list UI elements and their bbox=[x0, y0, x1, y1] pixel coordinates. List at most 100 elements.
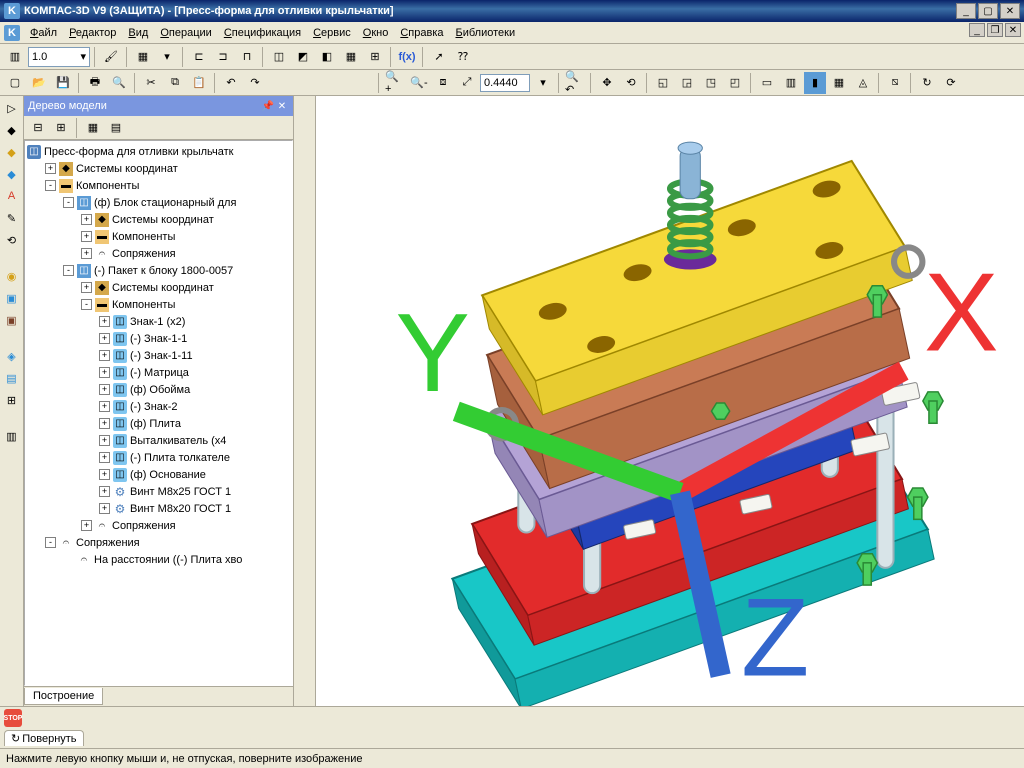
constraint1-icon[interactable]: ⊏ bbox=[188, 46, 210, 68]
cp-btn-14[interactable]: ▥ bbox=[2, 426, 22, 446]
tree-toggle[interactable]: - bbox=[45, 537, 56, 548]
cp-btn-6[interactable]: ✎ bbox=[2, 208, 22, 228]
zoom-dropdown-icon[interactable]: ▾ bbox=[532, 72, 554, 94]
tree-node[interactable]: +⚙Винт M8x25 ГОСТ 1 bbox=[27, 483, 290, 500]
tree-node[interactable]: +▬Компоненты bbox=[27, 228, 290, 245]
cp-btn-1[interactable]: ▷ bbox=[2, 98, 22, 118]
tree-node[interactable]: +◫(ф) Основание bbox=[27, 466, 290, 483]
cp-btn-13[interactable]: ⊞ bbox=[2, 390, 22, 410]
tree-toggle[interactable]: + bbox=[99, 435, 110, 446]
scale-combo[interactable]: 1.0▾ bbox=[28, 47, 90, 67]
tree-node[interactable]: -▬Компоненты bbox=[27, 177, 290, 194]
sketch2-icon[interactable]: ◩ bbox=[292, 46, 314, 68]
cp-btn-5[interactable]: A bbox=[2, 186, 22, 206]
tree-node[interactable]: +◫Знак-1 (x2) bbox=[27, 313, 290, 330]
shade-solid-icon[interactable]: ▮ bbox=[804, 72, 826, 94]
close-button[interactable]: ✕ bbox=[1000, 3, 1020, 19]
constraint3-icon[interactable]: ⊓ bbox=[236, 46, 258, 68]
view-iso4-icon[interactable]: ◰ bbox=[724, 72, 746, 94]
tree-node[interactable]: +◫(ф) Обойма bbox=[27, 381, 290, 398]
tree-toggle[interactable]: - bbox=[81, 299, 92, 310]
tree-node[interactable]: +𝄐Сопряжения bbox=[27, 517, 290, 534]
cp-btn-4[interactable]: ◆ bbox=[2, 164, 22, 184]
tree-close-icon[interactable]: ✕ bbox=[275, 99, 289, 113]
tree-toggle[interactable]: - bbox=[45, 180, 56, 191]
3d-viewport[interactable]: X Y Z bbox=[316, 96, 1024, 706]
paste-icon[interactable]: 📋 bbox=[188, 72, 210, 94]
menu-Спецификация[interactable]: Спецификация bbox=[218, 25, 307, 41]
menu-Библиотеки[interactable]: Библиотеки bbox=[450, 25, 522, 41]
copy-icon[interactable]: ⧉ bbox=[164, 72, 186, 94]
shade-wireframe-icon[interactable]: ▭ bbox=[756, 72, 778, 94]
new-icon[interactable]: ▢ bbox=[4, 72, 26, 94]
tree-toggle[interactable]: + bbox=[99, 333, 110, 344]
constraint2-icon[interactable]: ⊐ bbox=[212, 46, 234, 68]
tree-node[interactable]: -◫(-) Пакет к блоку 1800-0057 bbox=[27, 262, 290, 279]
view-iso2-icon[interactable]: ◲ bbox=[676, 72, 698, 94]
tree-node[interactable]: +◫(-) Знак-1-11 bbox=[27, 347, 290, 364]
tree-toggle[interactable]: + bbox=[99, 384, 110, 395]
select-arrow-icon[interactable]: ➚ bbox=[428, 46, 450, 68]
help-cursor-icon[interactable]: ⁇ bbox=[452, 46, 474, 68]
minimize-button[interactable]: _ bbox=[956, 3, 976, 19]
tree-tb-4[interactable]: ▤ bbox=[106, 118, 126, 138]
tree-tb-2[interactable]: ⊞ bbox=[51, 118, 71, 138]
tree-node[interactable]: +◆Системы координат bbox=[27, 211, 290, 228]
fx-icon[interactable]: f(x) bbox=[396, 46, 418, 68]
tree-toggle[interactable]: + bbox=[81, 282, 92, 293]
tree-node[interactable]: +◫(-) Знак-2 bbox=[27, 398, 290, 415]
tree-node[interactable]: +◆Системы координат bbox=[27, 279, 290, 296]
menu-Окно[interactable]: Окно bbox=[357, 25, 395, 41]
tree-tb-1[interactable]: ⊟ bbox=[28, 118, 48, 138]
preview-icon[interactable]: 🔍 bbox=[108, 72, 130, 94]
zoom-window-icon[interactable]: ⧈ bbox=[432, 72, 454, 94]
save-icon[interactable]: 💾 bbox=[52, 72, 74, 94]
view-iso3-icon[interactable]: ◳ bbox=[700, 72, 722, 94]
sketch3-icon[interactable]: ◧ bbox=[316, 46, 338, 68]
redraw-icon[interactable]: ↻ bbox=[916, 72, 938, 94]
view-iso1-icon[interactable]: ◱ bbox=[652, 72, 674, 94]
cp-btn-10[interactable]: ▣ bbox=[2, 310, 22, 330]
tree-pin-icon[interactable]: 📌 bbox=[261, 99, 275, 113]
tree-node[interactable]: +◆Системы координат bbox=[27, 160, 290, 177]
tree-node[interactable]: +◫(-) Матрица bbox=[27, 364, 290, 381]
tree-toggle[interactable]: + bbox=[99, 350, 110, 361]
tree-toggle[interactable]: + bbox=[99, 401, 110, 412]
sketch1-icon[interactable]: ◫ bbox=[268, 46, 290, 68]
menu-Справка[interactable]: Справка bbox=[394, 25, 449, 41]
tree-toggle[interactable]: + bbox=[81, 520, 92, 531]
tree-node[interactable]: +⚙Винт M8x20 ГОСТ 1 bbox=[27, 500, 290, 517]
zoom-prev-icon[interactable]: 🔍↶ bbox=[564, 72, 586, 94]
cp-btn-8[interactable]: ◉ bbox=[2, 266, 22, 286]
tree-tab-build[interactable]: Построение bbox=[24, 688, 103, 705]
pattern-icon[interactable]: ⊞ bbox=[364, 46, 386, 68]
shade-hidden-icon[interactable]: ▥ bbox=[780, 72, 802, 94]
tree-toggle[interactable]: + bbox=[99, 367, 110, 378]
tree-toggle[interactable]: + bbox=[99, 452, 110, 463]
tree-toggle[interactable]: + bbox=[45, 163, 56, 174]
zoom-in-icon[interactable]: 🔍+ bbox=[384, 72, 406, 94]
maximize-button[interactable]: ▢ bbox=[978, 3, 998, 19]
tree-node[interactable]: +◫(-) Плита толкателе bbox=[27, 449, 290, 466]
tree-node[interactable]: +◫Выталкиватель (x4 bbox=[27, 432, 290, 449]
perspective-icon[interactable]: ◬ bbox=[852, 72, 874, 94]
tree-toggle[interactable]: + bbox=[81, 248, 92, 259]
tree-node[interactable]: +◫(ф) Плита bbox=[27, 415, 290, 432]
tree-toggle[interactable]: + bbox=[99, 418, 110, 429]
tree-toggle[interactable]: + bbox=[99, 469, 110, 480]
cp-btn-2[interactable]: ◆ bbox=[2, 120, 22, 140]
tree-node[interactable]: -𝄐Сопряжения bbox=[27, 534, 290, 551]
menu-Сервис[interactable]: Сервис bbox=[307, 25, 357, 41]
tree-node[interactable]: -◫(ф) Блок стационарный для bbox=[27, 194, 290, 211]
tree-node[interactable]: +◫(-) Знак-1-1 bbox=[27, 330, 290, 347]
doc-restore-button[interactable]: ❐ bbox=[987, 23, 1003, 37]
dropdown-icon[interactable]: ▾ bbox=[156, 46, 178, 68]
cp-btn-9[interactable]: ▣ bbox=[2, 288, 22, 308]
shade-edges-icon[interactable]: ▦ bbox=[828, 72, 850, 94]
cp-btn-7[interactable]: ⟲ bbox=[2, 230, 22, 250]
rebuild-icon[interactable]: ⟳ bbox=[940, 72, 962, 94]
undo-icon[interactable]: ↶ bbox=[220, 72, 242, 94]
tree-body[interactable]: ◫ Пресс-форма для отливки крыльчатк +◆Си… bbox=[24, 140, 293, 686]
brush-icon[interactable]: 🖌 bbox=[100, 46, 122, 68]
zoom-out-icon[interactable]: 🔍- bbox=[408, 72, 430, 94]
